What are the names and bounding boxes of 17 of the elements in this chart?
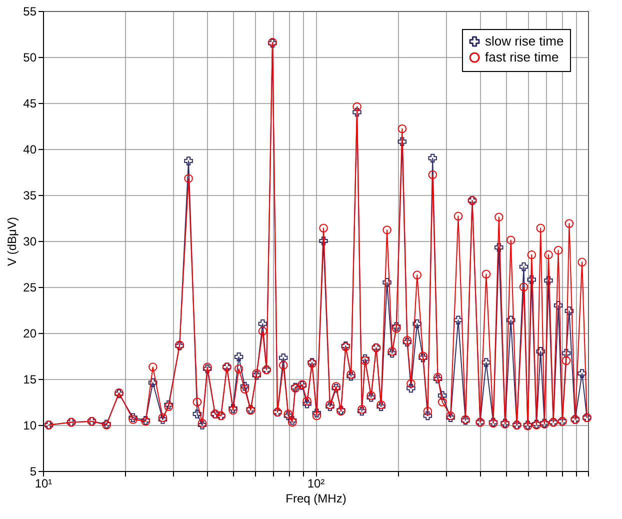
y-axis-title: V (dBμV) [5,217,20,266]
x-tick-label: 10² [307,476,325,490]
x-axis-title: Freq (MHz) [286,492,346,506]
y-tick-label: 35 [23,188,37,202]
y-tick-label: 45 [23,96,37,110]
y-tick-label: 30 [23,234,37,248]
y-tick-label: 55 [23,4,37,18]
legend-label: slow rise time [485,34,564,48]
y-tick-label: 15 [23,372,37,386]
legend-label: fast rise time [485,50,559,64]
y-tick-label: 25 [23,280,37,294]
y-tick-label: 5 [30,464,37,478]
y-tick-label: 50 [23,50,37,64]
x-tick-label: 10¹ [34,476,52,490]
y-tick-label: 20 [23,326,37,340]
y-tick-label: 40 [23,142,37,156]
y-tick-label: 10 [23,418,37,432]
